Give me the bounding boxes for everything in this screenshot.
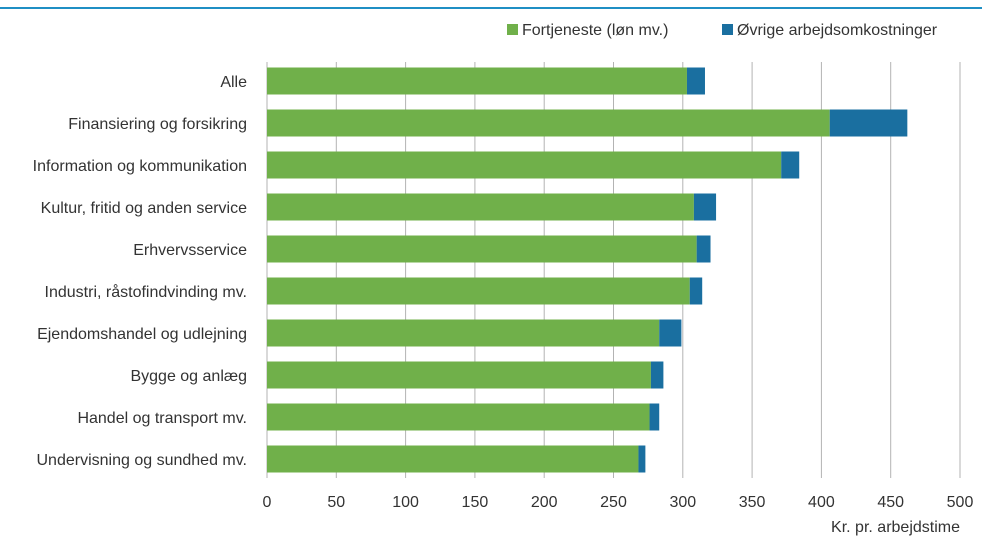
bar-fortjeneste bbox=[267, 445, 639, 473]
x-tick-label: 400 bbox=[808, 494, 835, 511]
bar-ovrige bbox=[659, 319, 682, 347]
bar-ovrige bbox=[693, 193, 717, 221]
bar-ovrige bbox=[638, 445, 646, 473]
top-rule bbox=[0, 0, 982, 10]
x-tick-label: 450 bbox=[877, 494, 904, 511]
category-label: Ejendomshandel og udlejning bbox=[37, 326, 247, 343]
legend-item-fortjeneste-swatch bbox=[507, 24, 518, 35]
x-tick-label: 500 bbox=[947, 494, 974, 511]
x-tick-label: 200 bbox=[531, 494, 558, 511]
bar-fortjeneste bbox=[267, 193, 694, 221]
bars bbox=[267, 67, 908, 473]
bar-fortjeneste bbox=[267, 361, 651, 389]
category-label: Industri, råstofindvinding mv. bbox=[45, 283, 247, 301]
legend: Fortjeneste (løn mv.) Øvrige arbejdsomkos… bbox=[507, 22, 938, 39]
top-rule-bar bbox=[0, 7, 982, 9]
bar-ovrige bbox=[689, 277, 703, 305]
bar-fortjeneste bbox=[267, 403, 650, 431]
legend-item-fortjeneste-label: Fortjeneste (løn mv.) bbox=[522, 22, 668, 39]
bar-fortjeneste bbox=[267, 235, 697, 263]
bar-fortjeneste bbox=[267, 277, 690, 305]
x-tick-label: 250 bbox=[600, 494, 627, 511]
bar-ovrige bbox=[686, 67, 705, 95]
x-tick-label: 100 bbox=[392, 494, 419, 511]
bar-ovrige bbox=[649, 403, 660, 431]
x-tick-label: 0 bbox=[263, 494, 272, 511]
x-tick-label: 150 bbox=[462, 494, 489, 511]
bar-ovrige bbox=[781, 151, 800, 179]
category-label: Undervisning og sundhed mv. bbox=[37, 452, 248, 469]
bar-fortjeneste bbox=[267, 109, 830, 137]
bar-ovrige bbox=[650, 361, 664, 389]
bar-fortjeneste bbox=[267, 151, 782, 179]
category-label: Bygge og anlæg bbox=[130, 368, 247, 385]
x-tick-label: 50 bbox=[327, 494, 345, 511]
category-label: Alle bbox=[220, 74, 247, 91]
category-label: Finansiering og forsikring bbox=[68, 116, 247, 133]
x-axis-label: Kr. pr. arbejdstime bbox=[831, 519, 960, 536]
legend-item-ovrige-swatch bbox=[722, 24, 733, 35]
x-tick-labels: 0 50 100 150 200 250 300 350 400 450 500 bbox=[263, 494, 974, 511]
category-label: Erhvervsservice bbox=[133, 242, 247, 259]
category-labels: Alle Finansiering og forsikring Informatio… bbox=[33, 74, 247, 469]
bar-ovrige bbox=[829, 109, 908, 137]
x-tick-label: 300 bbox=[669, 494, 696, 511]
category-label: Information og kommunikation bbox=[33, 158, 247, 175]
category-label: Handel og transport mv. bbox=[77, 410, 247, 427]
bar-ovrige bbox=[696, 235, 711, 263]
bar-fortjeneste bbox=[267, 67, 687, 95]
bar-fortjeneste bbox=[267, 319, 660, 347]
category-label: Kultur, fritid og anden service bbox=[41, 200, 247, 217]
x-tick-label: 350 bbox=[739, 494, 766, 511]
legend-item-ovrige-label: Øvrige arbejdsomkostninger bbox=[737, 22, 938, 39]
